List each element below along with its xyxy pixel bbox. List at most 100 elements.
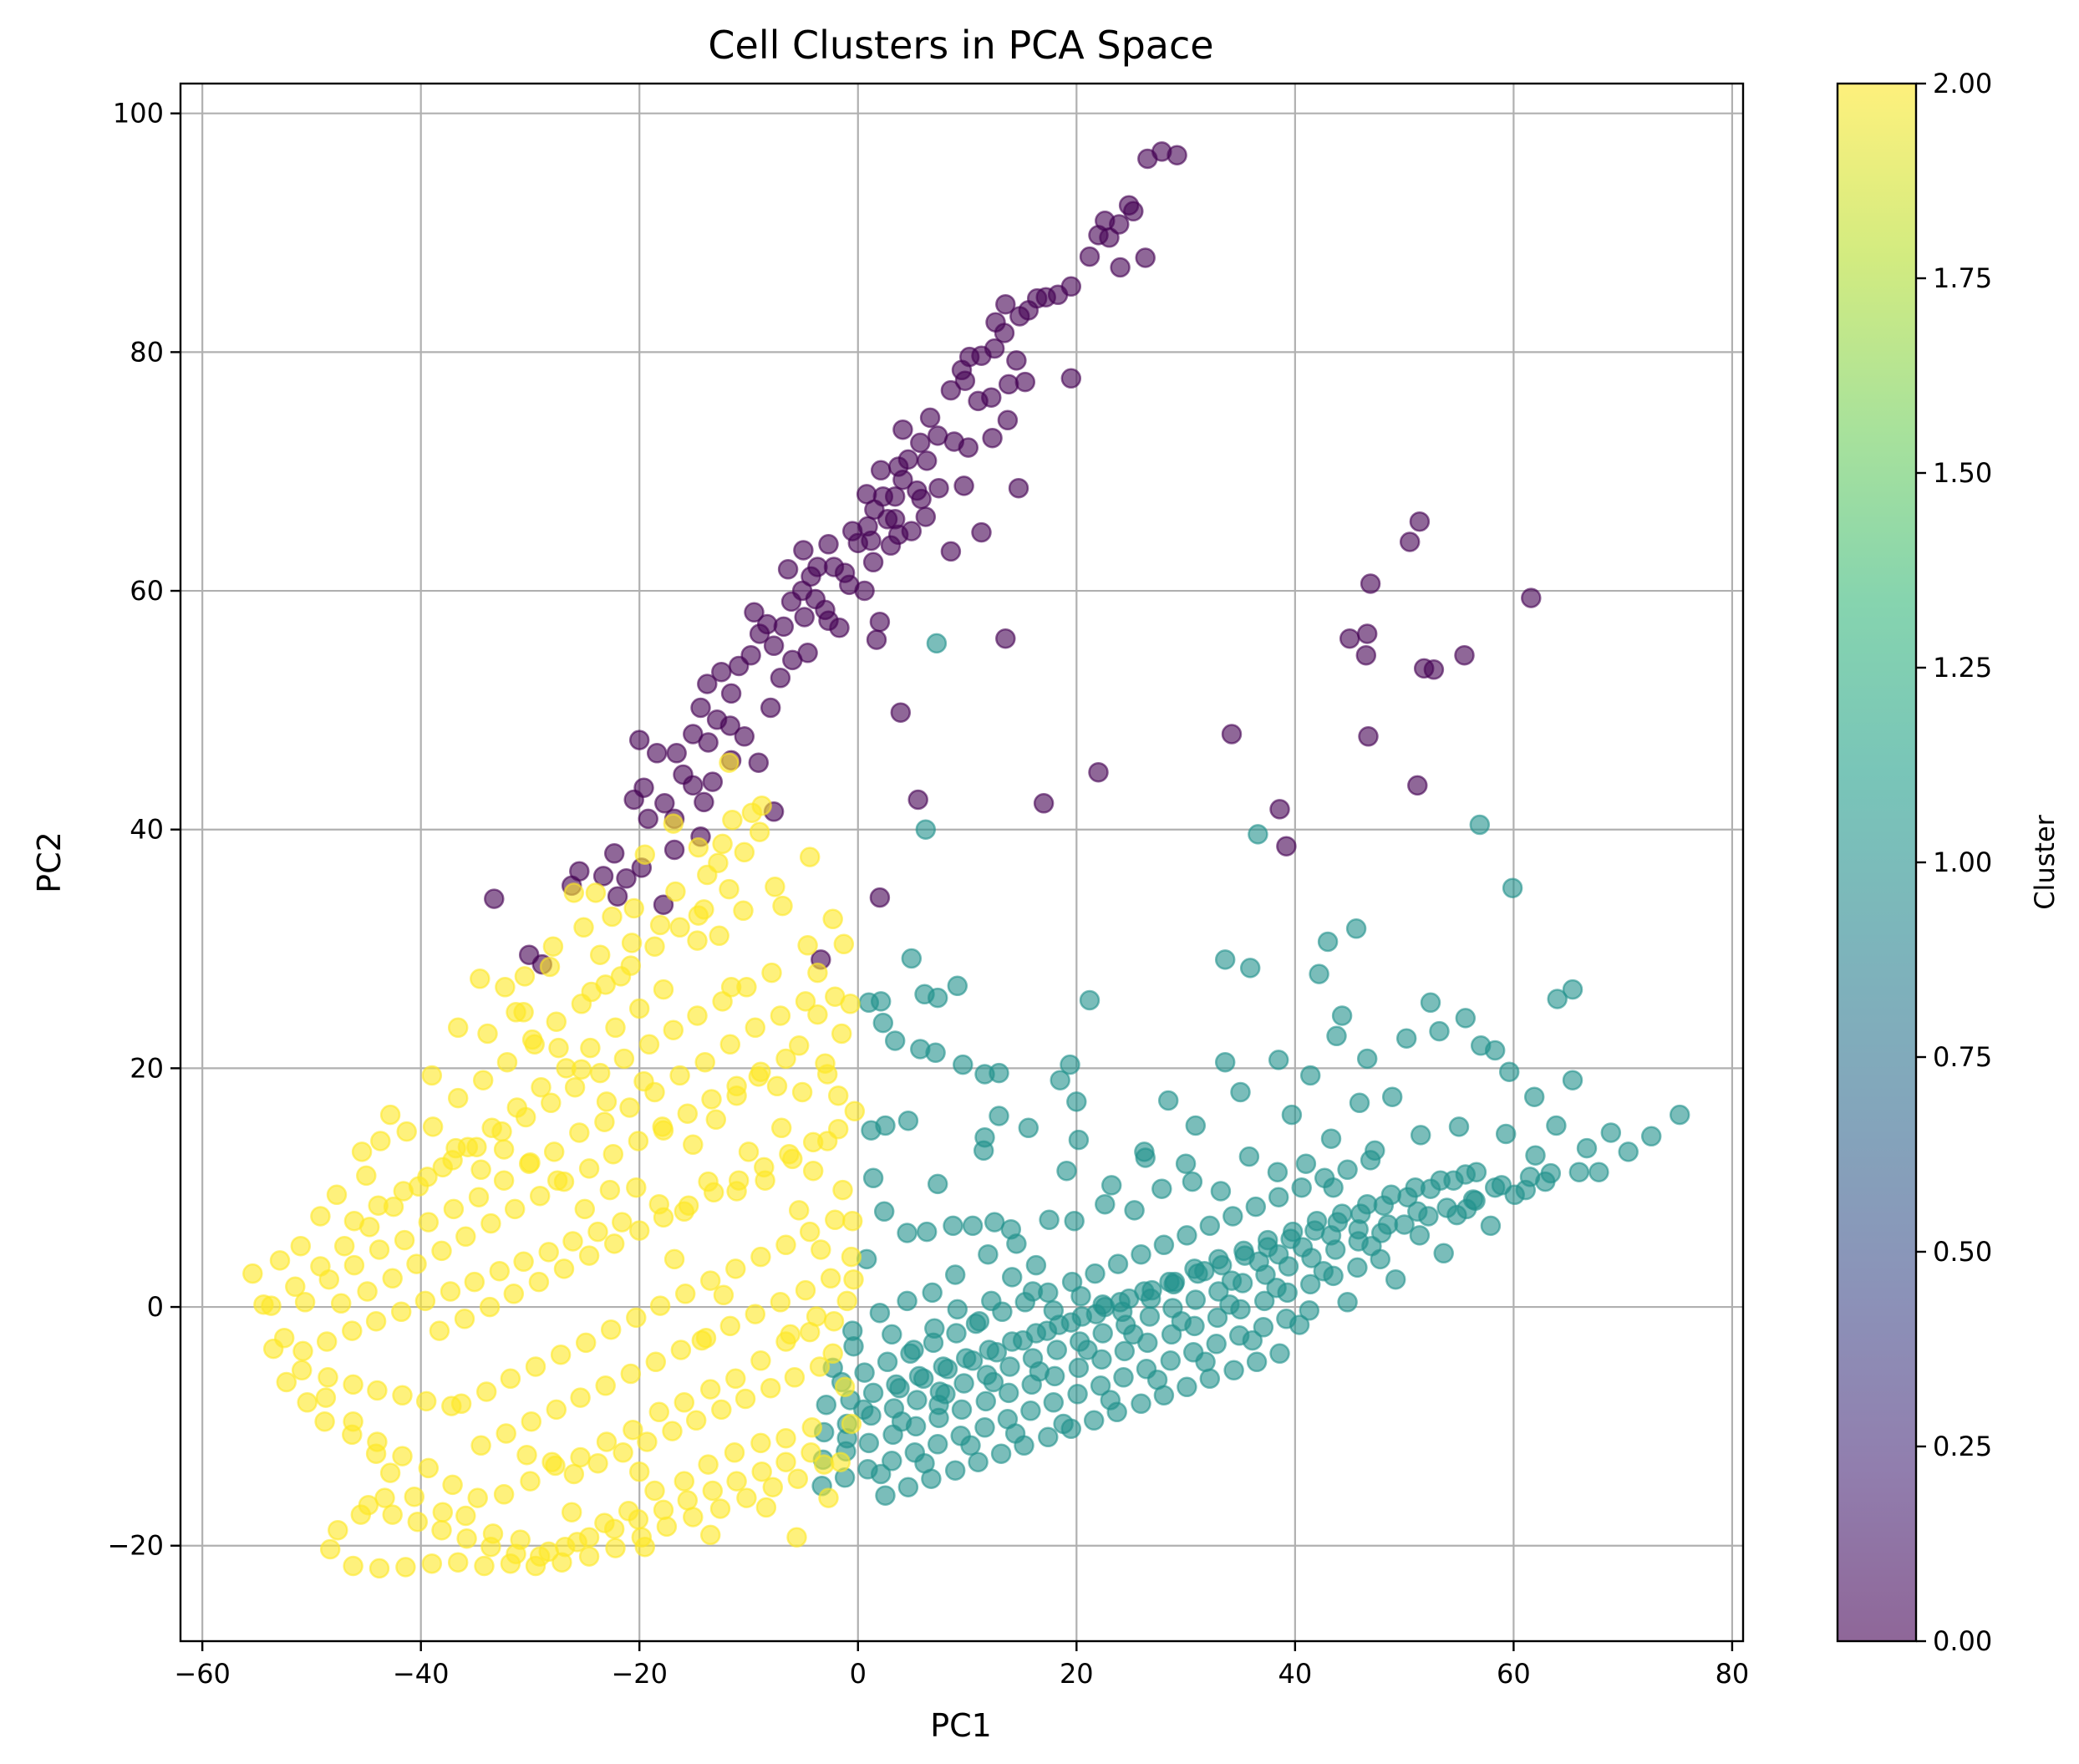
data-point <box>1309 963 1329 984</box>
data-point <box>886 1374 907 1395</box>
data-point <box>688 836 709 858</box>
colorbar-tick-label: 0.25 <box>1933 1431 1992 1462</box>
x-tick-label: 0 <box>850 1658 867 1690</box>
data-point <box>470 1159 491 1181</box>
data-point <box>310 1256 331 1277</box>
data-point <box>784 1367 806 1388</box>
data-point <box>1304 1220 1325 1241</box>
data-point <box>825 1209 846 1231</box>
data-point <box>734 726 755 747</box>
data-point <box>973 1140 994 1162</box>
data-point <box>456 1528 477 1549</box>
data-point <box>910 432 931 454</box>
data-point <box>484 888 505 909</box>
data-point <box>432 1157 454 1178</box>
data-point <box>1266 1277 1287 1299</box>
data-point <box>862 552 884 573</box>
data-point <box>827 1118 849 1140</box>
x-axis-label: PC1 <box>930 1707 992 1744</box>
data-point <box>997 409 1019 431</box>
data-point <box>892 469 913 491</box>
colorbar-tick-label: 2.00 <box>1933 68 1992 99</box>
data-point <box>1207 1307 1228 1329</box>
x-tick-label: −20 <box>611 1658 668 1690</box>
data-point <box>569 1122 590 1143</box>
data-point <box>870 460 892 481</box>
data-point <box>947 1299 968 1320</box>
data-point <box>779 1143 800 1165</box>
data-point <box>1242 1329 1263 1351</box>
data-point <box>607 886 628 907</box>
data-point <box>979 1340 999 1360</box>
data-point <box>1175 1153 1197 1174</box>
data-point <box>735 1388 756 1410</box>
data-point <box>538 1242 559 1263</box>
data-point <box>858 1432 880 1454</box>
data-point <box>1291 1177 1312 1198</box>
data-point <box>1088 761 1109 783</box>
data-point <box>1540 1162 1562 1184</box>
data-point <box>1395 1028 1417 1049</box>
data-point <box>628 1461 650 1482</box>
data-point <box>562 1231 583 1252</box>
data-point <box>470 968 491 989</box>
data-point <box>1423 659 1445 680</box>
data-point <box>953 475 974 496</box>
data-point <box>1409 511 1431 532</box>
data-point <box>1066 1091 1087 1112</box>
data-point <box>431 1519 452 1541</box>
data-point <box>1269 1343 1290 1365</box>
y-tick-label: 0 <box>147 1291 164 1323</box>
data-point <box>1239 958 1261 979</box>
data-point <box>1281 1104 1303 1126</box>
data-point <box>291 1360 313 1381</box>
data-point <box>573 917 594 938</box>
data-point <box>1525 1145 1546 1166</box>
data-point <box>1187 1263 1208 1284</box>
data-point <box>506 1097 528 1118</box>
data-point <box>1100 1175 1122 1196</box>
data-point <box>1429 1020 1450 1042</box>
data-point <box>1135 247 1156 268</box>
data-point <box>516 1444 537 1466</box>
data-point <box>1576 1137 1598 1159</box>
data-point <box>596 1091 618 1112</box>
data-point <box>1562 979 1583 1000</box>
data-point <box>1299 1065 1321 1086</box>
data-point <box>587 1452 608 1474</box>
data-point <box>1466 1162 1487 1182</box>
data-point <box>1299 1300 1320 1321</box>
data-point <box>504 1198 526 1220</box>
data-point <box>493 1170 515 1191</box>
data-point <box>628 1509 649 1530</box>
data-point <box>820 1268 841 1289</box>
data-point <box>525 1356 546 1377</box>
data-point <box>318 1367 338 1388</box>
data-point <box>1238 1146 1260 1167</box>
data-point <box>546 1011 567 1032</box>
y-axis: −20 0 20 40 60 80 100 <box>107 98 180 1562</box>
data-point <box>908 1365 930 1387</box>
data-point <box>408 1176 430 1197</box>
data-point <box>514 966 536 987</box>
data-point <box>750 1061 771 1082</box>
data-point <box>518 1153 540 1174</box>
data-point <box>786 1527 807 1548</box>
data-point <box>877 1351 898 1373</box>
data-point <box>653 1207 674 1228</box>
data-point <box>882 1324 902 1345</box>
data-point <box>968 1310 990 1332</box>
data-point <box>1020 1401 1041 1421</box>
data-point <box>653 979 674 1000</box>
data-point <box>858 992 880 1014</box>
data-point <box>719 878 740 900</box>
data-point <box>699 1524 721 1546</box>
data-point <box>1455 1008 1477 1029</box>
data-point <box>1456 1198 1477 1220</box>
data-point <box>1077 1340 1098 1360</box>
data-point <box>603 1233 625 1254</box>
data-point <box>853 1399 874 1421</box>
data-point <box>1409 1225 1431 1246</box>
data-point <box>603 1518 625 1539</box>
data-point <box>702 1480 724 1502</box>
